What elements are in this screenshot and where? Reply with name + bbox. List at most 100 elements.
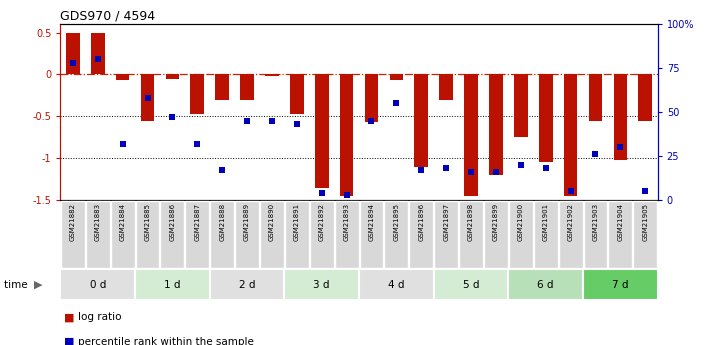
Point [216, 167, 228, 173]
FancyBboxPatch shape [61, 201, 85, 268]
Text: GSM21886: GSM21886 [169, 203, 176, 241]
Text: GSM21885: GSM21885 [144, 203, 151, 241]
Point [639, 188, 651, 194]
Text: GSM21899: GSM21899 [493, 203, 499, 241]
Text: GSM21905: GSM21905 [642, 203, 648, 241]
Bar [265, 75, 279, 76]
Text: GSM21882: GSM21882 [70, 203, 76, 241]
Bar [315, 75, 328, 188]
Bar [365, 75, 378, 122]
Point [515, 162, 526, 168]
FancyBboxPatch shape [583, 269, 658, 300]
Point [341, 192, 352, 198]
Point [117, 141, 128, 147]
FancyBboxPatch shape [284, 269, 359, 300]
Text: GSM21904: GSM21904 [617, 203, 624, 241]
FancyBboxPatch shape [359, 269, 434, 300]
Point [490, 169, 501, 175]
Text: 4 d: 4 d [388, 280, 405, 289]
Point [241, 118, 253, 124]
Text: GSM21901: GSM21901 [542, 203, 549, 241]
FancyBboxPatch shape [459, 201, 483, 268]
FancyBboxPatch shape [335, 201, 358, 268]
Text: ■: ■ [64, 313, 75, 322]
Point [540, 166, 551, 171]
Text: GSM21884: GSM21884 [119, 203, 126, 241]
Point [67, 60, 78, 66]
Text: GSM21891: GSM21891 [294, 203, 300, 241]
Bar [638, 75, 652, 120]
Point [292, 122, 303, 127]
FancyBboxPatch shape [210, 269, 284, 300]
Text: percentile rank within the sample: percentile rank within the sample [78, 337, 254, 345]
Text: GSM21896: GSM21896 [418, 203, 424, 241]
Point [614, 145, 626, 150]
Point [365, 118, 377, 124]
Text: GSM21894: GSM21894 [368, 203, 375, 241]
FancyBboxPatch shape [434, 201, 458, 268]
FancyBboxPatch shape [111, 201, 134, 268]
FancyBboxPatch shape [385, 201, 408, 268]
Bar [439, 75, 453, 100]
Bar [116, 75, 129, 80]
FancyBboxPatch shape [484, 201, 508, 268]
Text: GSM21902: GSM21902 [567, 203, 574, 241]
FancyBboxPatch shape [86, 201, 109, 268]
FancyBboxPatch shape [434, 269, 508, 300]
Text: ■: ■ [64, 337, 75, 345]
Text: GSM21900: GSM21900 [518, 203, 524, 241]
Point [391, 101, 402, 106]
Bar [215, 75, 229, 100]
FancyBboxPatch shape [508, 269, 583, 300]
Bar [166, 75, 179, 79]
Text: ▶: ▶ [34, 280, 43, 289]
Text: GSM21897: GSM21897 [443, 203, 449, 241]
Text: GDS970 / 4594: GDS970 / 4594 [60, 10, 156, 23]
Text: 5 d: 5 d [463, 280, 479, 289]
Bar [66, 32, 80, 75]
Text: GSM21898: GSM21898 [468, 203, 474, 241]
Text: GSM21883: GSM21883 [95, 203, 101, 241]
Bar [489, 75, 503, 175]
Bar [539, 75, 552, 162]
Bar [589, 75, 602, 120]
FancyBboxPatch shape [509, 201, 533, 268]
Point [191, 141, 203, 147]
Bar [191, 75, 204, 114]
Text: 3 d: 3 d [314, 280, 330, 289]
Text: GSM21892: GSM21892 [319, 203, 325, 241]
Bar [614, 75, 627, 160]
Bar [514, 75, 528, 137]
Text: 2 d: 2 d [239, 280, 255, 289]
Text: GSM21895: GSM21895 [393, 203, 400, 241]
FancyBboxPatch shape [260, 201, 284, 268]
FancyBboxPatch shape [410, 201, 433, 268]
Text: 7 d: 7 d [612, 280, 629, 289]
Text: GSM21893: GSM21893 [343, 203, 350, 241]
Point [92, 57, 104, 62]
Bar [91, 32, 105, 75]
FancyBboxPatch shape [186, 201, 209, 268]
FancyBboxPatch shape [584, 201, 607, 268]
Bar [240, 75, 254, 100]
Point [141, 95, 154, 101]
Point [465, 169, 476, 175]
Point [316, 190, 327, 196]
FancyBboxPatch shape [310, 201, 333, 268]
Text: log ratio: log ratio [78, 313, 122, 322]
Text: GSM21887: GSM21887 [194, 203, 201, 241]
Text: 1 d: 1 d [164, 280, 181, 289]
FancyBboxPatch shape [285, 201, 309, 268]
FancyBboxPatch shape [60, 269, 135, 300]
Point [440, 166, 452, 171]
Text: time: time [4, 280, 31, 289]
FancyBboxPatch shape [534, 201, 557, 268]
Text: GSM21890: GSM21890 [269, 203, 275, 241]
Bar [464, 75, 478, 196]
Text: GSM21889: GSM21889 [244, 203, 250, 241]
Bar [564, 75, 577, 196]
Point [266, 118, 277, 124]
Bar [415, 75, 428, 167]
Point [565, 188, 576, 194]
Text: 0 d: 0 d [90, 280, 106, 289]
